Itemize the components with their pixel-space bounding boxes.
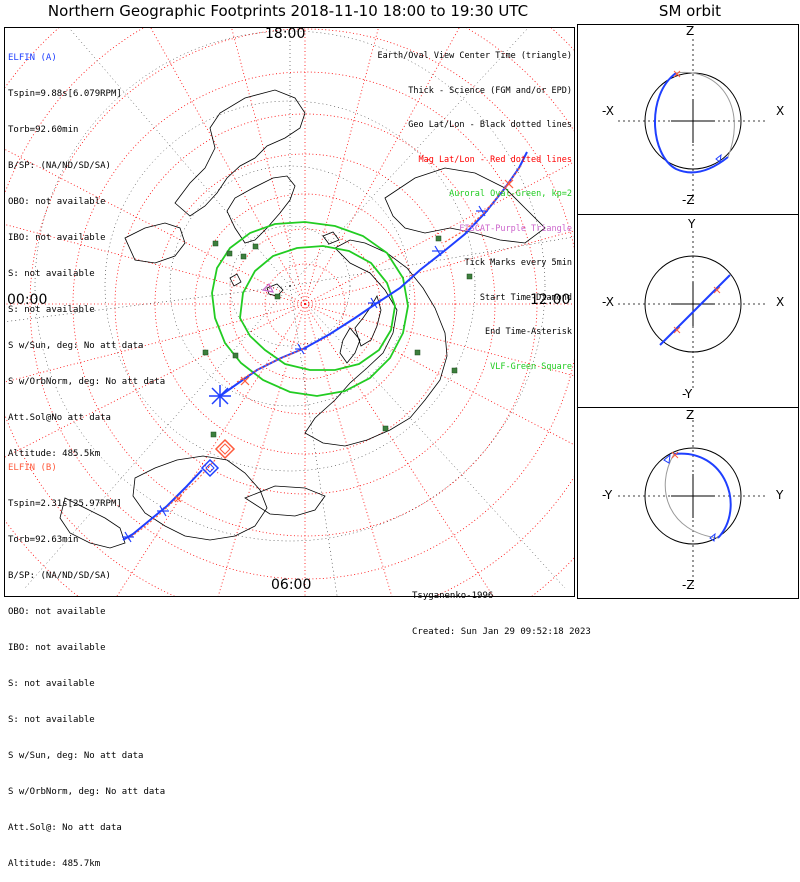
- sm-panel-xz: Z -Z -X X: [577, 24, 799, 215]
- time-label-right: 12:00: [530, 292, 571, 308]
- elfin-a-line: S w/OrbNorm, deg: No att data: [8, 377, 166, 387]
- elfin-b-line: B/SP: (NA/ND/SD/SA): [8, 571, 111, 581]
- legend: Earth/Oval View Center Time (triangle) T…: [378, 28, 572, 385]
- elfin-b-line: Torb=92.63min: [8, 535, 79, 545]
- sm-panel-xy-plot: [618, 231, 768, 391]
- sm-xz-left: -X: [602, 104, 614, 118]
- elfin-b-line: IBO: not available: [8, 643, 106, 653]
- sm-xy-top: Y: [688, 217, 696, 231]
- elfin-a-end-asterisk: [209, 385, 231, 407]
- map-panel: 18:00 12:00 06:00 00:00: [4, 27, 575, 597]
- elfin-b-info: ELFIN (B) Tspin=2.31s[25.97RPM] Torb=92.…: [8, 438, 165, 882]
- sm-xy-left: -X: [602, 295, 614, 309]
- polar-map: [5, 28, 574, 596]
- elfin-b-line: S: not available: [8, 715, 95, 725]
- eiscat-triangle: [261, 282, 275, 293]
- legend-item: VLF-Green Square: [490, 361, 572, 372]
- elfin-b-header: ELFIN (B): [8, 463, 57, 473]
- legend-item: EISCAT-Purple Triangle: [459, 223, 572, 234]
- mag-lon-lines: [5, 28, 574, 596]
- elfin-b-line: S w/OrbNorm, deg: No att data: [8, 787, 166, 797]
- elfin-a-line: Torb=92.60min: [8, 125, 79, 135]
- sm-panel-yz-plot: [618, 420, 768, 586]
- elfin-b-line: OBO: not available: [8, 607, 106, 617]
- sm-yz-right: Y: [776, 488, 784, 502]
- legend-item: Start Time-Diamond: [479, 292, 572, 303]
- elfin-b-line: Att.Sol@: No att data: [8, 823, 122, 833]
- elfin-b-line: Tspin=2.31s[25.97RPM]: [8, 499, 122, 509]
- time-label-bottom: 06:00: [271, 577, 312, 593]
- time-label-top: 18:00: [265, 27, 306, 42]
- coastlines: [59, 89, 546, 549]
- vlf-squares: [202, 235, 473, 438]
- elfin-a-line: Att.Sol@No att data: [8, 413, 111, 423]
- legend-item: Earth/Oval View Center Time (triangle): [377, 51, 572, 61]
- sm-panel-xy: Y -Y -X X: [577, 214, 799, 408]
- legend-item: Mag Lat/Lon - Red dotted lines: [418, 154, 572, 165]
- sm-orbit-title: SM orbit: [658, 2, 722, 20]
- elfin-a-line: Tspin=9.88s[6.079RPM]: [8, 89, 122, 99]
- time-label-left: 00:00: [7, 292, 48, 308]
- auroral-oval: [211, 221, 409, 397]
- created-label: Created: Sun Jan 29 09:52:18 2023: [412, 627, 591, 637]
- sm-panel-xz-plot: [618, 39, 768, 203]
- elfin-a-line: OBO: not available: [8, 197, 106, 207]
- elfin-a-header: ELFIN (A): [8, 53, 57, 63]
- elfin-a-line: S w/Sun, deg: No att data: [8, 341, 144, 351]
- sm-xy-right: X: [776, 295, 785, 309]
- legend-item: Tick Marks every 5min: [464, 258, 572, 268]
- sm-xz-bottom: -Z: [682, 193, 695, 207]
- sm-xz-right: X: [776, 104, 785, 118]
- legend-item: End Time-Asterisk: [485, 327, 572, 337]
- legend-item: Auroral Oval-Green, kp=2: [449, 189, 572, 199]
- sm-yz-top: Z: [686, 408, 695, 422]
- sm-xy-bottom: -Y: [682, 387, 693, 401]
- elfin-a-line: Altitude: 485.5km: [8, 449, 101, 459]
- page-title: Northern Geographic Footprints 2018-11-1…: [47, 2, 529, 20]
- elfin-a-line: B/SP: (NA/ND/SD/SA): [8, 161, 111, 171]
- elfin-b-line: S w/Sun, deg: No att data: [8, 751, 144, 761]
- elfin-a-start-diamond: [200, 458, 220, 478]
- elfin-a-line: IBO: not available: [8, 233, 106, 243]
- legend-item: Thick - Science (FGM and/or EPD): [408, 85, 572, 96]
- elfin-a-line: S: not available: [8, 305, 95, 315]
- elfin-b-line: S: not available: [8, 679, 95, 689]
- sm-yz-bottom: -Z: [682, 578, 695, 592]
- legend-item: Geo Lat/Lon - Black dotted lines: [408, 120, 572, 130]
- model-label: Tsyganenko-1996: [412, 591, 494, 601]
- sm-xz-top: Z: [686, 24, 695, 38]
- sm-yz-left: -Y: [602, 488, 613, 502]
- footer: Tsyganenko-1996 Created: Sun Jan 29 09:5…: [412, 566, 591, 650]
- sm-panel-yz: Z -Z -Y Y: [577, 407, 799, 599]
- elfin-b-track: [122, 165, 522, 543]
- elfin-a-line: S: not available: [8, 269, 95, 279]
- geo-grid: [5, 28, 574, 596]
- elfin-b-line: Altitude: 485.7km: [8, 859, 101, 869]
- elfin-a-info: ELFIN (A) Tspin=9.88s[6.079RPM] Torb=92.…: [8, 28, 165, 472]
- elfin-b-start-diamond: [214, 438, 236, 460]
